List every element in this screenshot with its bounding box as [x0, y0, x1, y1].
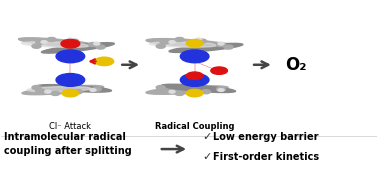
Ellipse shape	[150, 42, 217, 47]
Ellipse shape	[146, 39, 228, 47]
Ellipse shape	[42, 43, 114, 53]
Circle shape	[67, 92, 73, 95]
Circle shape	[56, 74, 85, 86]
Circle shape	[180, 74, 209, 86]
Circle shape	[45, 90, 51, 93]
Circle shape	[73, 90, 82, 94]
Text: Cl⁻ Attack: Cl⁻ Attack	[50, 122, 91, 131]
Ellipse shape	[22, 86, 104, 95]
Circle shape	[195, 38, 201, 41]
Circle shape	[218, 42, 224, 45]
Ellipse shape	[161, 84, 235, 92]
Circle shape	[186, 72, 203, 79]
Ellipse shape	[146, 86, 228, 94]
Text: Radical Coupling: Radical Coupling	[155, 122, 234, 131]
Circle shape	[218, 89, 224, 91]
Circle shape	[94, 42, 100, 45]
Circle shape	[95, 57, 114, 66]
Circle shape	[201, 90, 211, 94]
Circle shape	[180, 50, 209, 63]
Circle shape	[36, 89, 45, 93]
Ellipse shape	[19, 38, 100, 48]
Ellipse shape	[169, 43, 243, 53]
Circle shape	[198, 39, 207, 43]
Circle shape	[156, 86, 165, 90]
Circle shape	[62, 89, 79, 97]
Circle shape	[160, 89, 169, 93]
Circle shape	[156, 44, 165, 48]
Ellipse shape	[22, 42, 89, 47]
Circle shape	[36, 40, 45, 44]
Circle shape	[175, 91, 184, 95]
Text: ✓: ✓	[202, 132, 212, 142]
Circle shape	[186, 89, 203, 97]
Text: O₂: O₂	[285, 56, 307, 74]
Circle shape	[32, 86, 41, 90]
Circle shape	[47, 37, 56, 41]
Circle shape	[32, 44, 41, 48]
Circle shape	[217, 87, 226, 91]
Circle shape	[70, 39, 79, 43]
Circle shape	[224, 45, 233, 49]
Circle shape	[67, 38, 73, 41]
Ellipse shape	[27, 87, 91, 92]
Circle shape	[169, 41, 175, 43]
Circle shape	[41, 41, 47, 43]
Circle shape	[175, 37, 184, 41]
Text: Low energy barrier: Low energy barrier	[214, 132, 319, 142]
Circle shape	[186, 39, 203, 47]
Circle shape	[169, 90, 175, 93]
Circle shape	[96, 45, 105, 49]
Circle shape	[160, 40, 169, 44]
Circle shape	[211, 67, 228, 74]
Circle shape	[51, 91, 60, 95]
Circle shape	[90, 89, 96, 91]
Text: Intramolecular radical
coupling after splitting: Intramolecular radical coupling after sp…	[5, 132, 132, 156]
Circle shape	[195, 92, 201, 95]
Text: ✓: ✓	[202, 152, 212, 163]
Circle shape	[56, 50, 85, 63]
Text: First-order kinetics: First-order kinetics	[214, 152, 320, 163]
Circle shape	[92, 87, 101, 91]
Circle shape	[61, 39, 80, 48]
Circle shape	[217, 42, 226, 47]
Ellipse shape	[37, 85, 112, 92]
Circle shape	[88, 42, 98, 47]
